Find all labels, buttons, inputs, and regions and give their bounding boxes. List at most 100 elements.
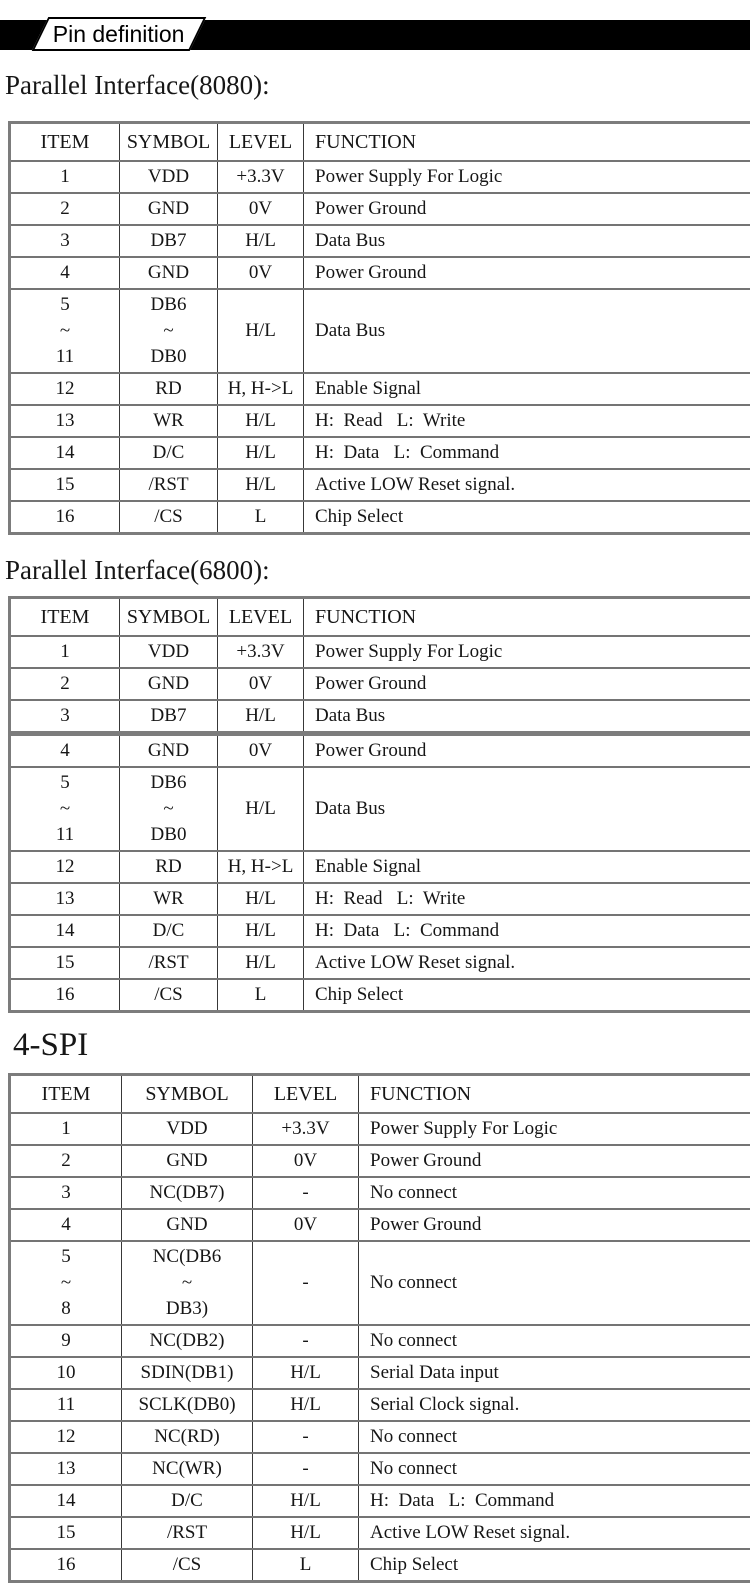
cell-symbol: NC(DB7)	[122, 1177, 253, 1209]
cell-level: -	[253, 1241, 359, 1325]
cell-item: 1	[10, 1113, 122, 1145]
column-header: ITEM	[10, 1075, 122, 1114]
cell-level: H/L	[253, 1357, 359, 1389]
cell-item: 2	[10, 668, 120, 700]
cell-function: Serial Clock signal.	[359, 1389, 750, 1421]
cell-function: No connect	[359, 1241, 750, 1325]
cell-level: -	[253, 1325, 359, 1357]
cell-symbol: NC(RD)	[122, 1421, 253, 1453]
cell-item: 12	[10, 851, 120, 883]
cell-item: 1	[10, 636, 120, 668]
column-header: LEVEL	[218, 123, 304, 162]
cell-level: -	[253, 1453, 359, 1485]
column-header: SYMBOL	[122, 1075, 253, 1114]
cell-level: H/L	[218, 915, 304, 947]
cell-symbol: SDIN(DB1)	[122, 1357, 253, 1389]
cell-item: 5 ~ 8	[10, 1241, 122, 1325]
cell-function: Chip Select	[359, 1549, 750, 1582]
cell-item: 13	[10, 883, 120, 915]
cell-level: H/L	[218, 289, 304, 373]
cell-function: Chip Select	[304, 501, 750, 534]
cell-symbol: /RST	[120, 469, 218, 501]
cell-item: 4	[10, 1209, 122, 1241]
cell-symbol: SCLK(DB0)	[122, 1389, 253, 1421]
cell-function: Power Supply For Logic	[359, 1113, 750, 1145]
cell-symbol: DB7	[120, 225, 218, 257]
cell-level: H/L	[218, 405, 304, 437]
cell-item: 4	[10, 257, 120, 289]
column-header: LEVEL	[218, 598, 304, 637]
cell-function: No connect	[359, 1453, 750, 1485]
cell-item: 2	[10, 1145, 122, 1177]
cell-level: H/L	[218, 469, 304, 501]
cell-item: 16	[10, 1549, 122, 1582]
cell-item: 11	[10, 1389, 122, 1421]
cell-level: +3.3V	[218, 636, 304, 668]
cell-item: 4	[10, 734, 120, 768]
column-header: FUNCTION	[304, 123, 750, 162]
column-header: SYMBOL	[120, 123, 218, 162]
cell-function: Power Ground	[359, 1145, 750, 1177]
cell-symbol: GND	[120, 257, 218, 289]
cell-symbol: /CS	[120, 501, 218, 534]
cell-symbol: DB7	[120, 700, 218, 734]
cell-level: H, H->L	[218, 851, 304, 883]
column-header: FUNCTION	[359, 1075, 750, 1114]
cell-symbol: GND	[120, 734, 218, 768]
cell-symbol: GND	[120, 668, 218, 700]
cell-level: H/L	[253, 1389, 359, 1421]
cell-function: H: Data L: Command	[304, 437, 750, 469]
cell-item: 3	[10, 225, 120, 257]
cell-function: Power Ground	[304, 257, 750, 289]
cell-function: Power Ground	[304, 734, 750, 768]
cell-symbol: VDD	[122, 1113, 253, 1145]
cell-level: 0V	[253, 1145, 359, 1177]
cell-symbol: GND	[122, 1145, 253, 1177]
cell-function: Active LOW Reset signal.	[304, 469, 750, 501]
cell-function: Data Bus	[304, 289, 750, 373]
banner-tab: Pin definition	[32, 17, 207, 51]
cell-symbol: GND	[122, 1209, 253, 1241]
cell-function: No connect	[359, 1325, 750, 1357]
cell-item: 15	[10, 947, 120, 979]
cell-function: Enable Signal	[304, 851, 750, 883]
cell-item: 16	[10, 979, 120, 1012]
cell-function: H: Read L: Write	[304, 883, 750, 915]
cell-level: -	[253, 1177, 359, 1209]
banner-label: Pin definition	[53, 21, 185, 48]
cell-level: 0V	[218, 668, 304, 700]
cell-symbol: /RST	[120, 947, 218, 979]
cell-function: Enable Signal	[304, 373, 750, 405]
cell-item: 14	[10, 1485, 122, 1517]
cell-item: 9	[10, 1325, 122, 1357]
section-title: Parallel Interface(6800):	[5, 555, 750, 586]
cell-level: 0V	[253, 1209, 359, 1241]
cell-level: H/L	[218, 437, 304, 469]
cell-symbol: WR	[120, 405, 218, 437]
cell-symbol: RD	[120, 851, 218, 883]
cell-symbol: DB6 ~ DB0	[120, 767, 218, 851]
